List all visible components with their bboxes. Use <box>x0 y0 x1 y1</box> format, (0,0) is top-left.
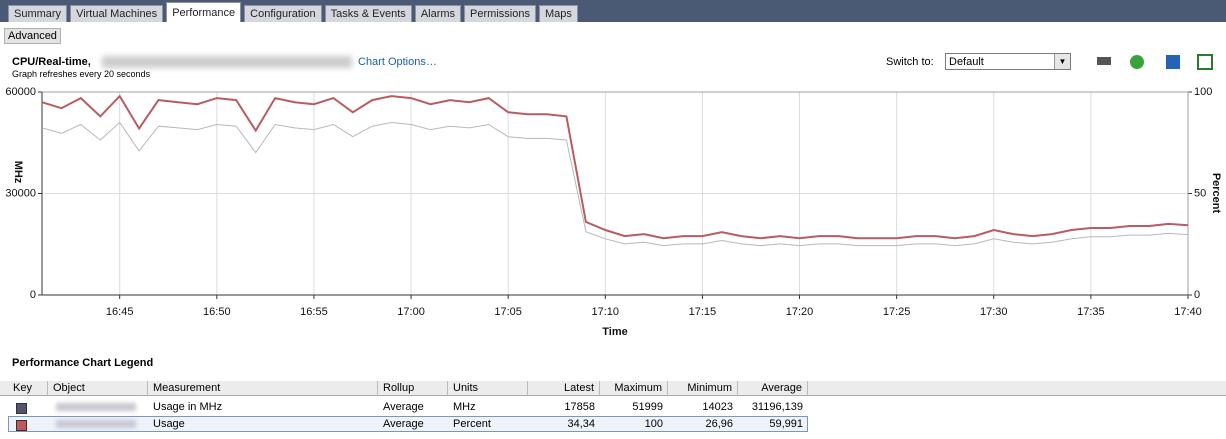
y-tick-label: 30000 <box>5 187 36 199</box>
table-cell: Average <box>383 418 424 430</box>
x-axis-label: Time <box>602 326 627 338</box>
column-header[interactable]: Object <box>48 381 148 396</box>
tab[interactable]: Permissions <box>464 5 536 22</box>
x-tick-label: 16:50 <box>203 306 231 318</box>
x-tick-label: 16:45 <box>106 306 134 318</box>
tab[interactable]: Performance <box>166 2 242 22</box>
table-cell: 100 <box>644 418 663 430</box>
key-swatch <box>16 420 27 431</box>
key-swatch <box>16 403 27 414</box>
legend-title: Performance Chart Legend <box>12 357 154 369</box>
dropdown-arrow: ▼ <box>1054 54 1070 69</box>
y2-tick-label: 100 <box>1194 86 1212 98</box>
refresh-note: Graph refreshes every 20 seconds <box>12 69 151 79</box>
y2-axis-label: Percent <box>1210 173 1222 214</box>
blurred-object <box>56 403 136 411</box>
table-cell: MHz <box>453 401 476 413</box>
toolbar-icons <box>1097 54 1213 70</box>
table-cell: 14023 <box>702 401 733 413</box>
y-tick-label: 0 <box>30 289 36 301</box>
chart: 0 30000 60000 0 50 100 16:45 16:50 16:55 17:00 17:… <box>5 86 1222 338</box>
table-cell: 31196,139 <box>751 401 803 413</box>
chart-options-link[interactable]: Chart Options… <box>358 56 437 68</box>
tab[interactable]: Configuration <box>244 5 322 22</box>
table-cell: 26,96 <box>705 418 733 430</box>
y-axis-label: MHz <box>12 161 24 184</box>
column-header[interactable]: Maximum <box>600 381 668 396</box>
table-cell: 17858 <box>564 401 595 413</box>
column-header[interactable]: Measurement <box>148 381 378 396</box>
tab[interactable]: Maps <box>538 5 578 22</box>
tab[interactable]: Alarms <box>414 5 462 22</box>
refresh-icon[interactable] <box>1130 55 1144 69</box>
x-tick-label: 17:00 <box>397 306 425 318</box>
selected-row[interactable] <box>8 416 808 432</box>
table-cell: 34,34 <box>567 418 595 430</box>
advanced-button[interactable]: Advanced <box>4 28 61 44</box>
switch-value: Default <box>949 56 984 68</box>
print-icon[interactable] <box>1097 57 1111 65</box>
series-line <box>41 94 1189 240</box>
tab-bar: Summary Virtual Machines Performance Config… <box>0 0 1226 22</box>
column-header[interactable]: Average <box>738 381 808 396</box>
x-tick-label: 17:25 <box>883 306 911 318</box>
table-cell: 59,991 <box>769 418 803 430</box>
column-header[interactable]: Rollup <box>378 381 448 396</box>
table-cell: Average <box>383 401 424 413</box>
column-header[interactable]: Latest <box>528 381 600 396</box>
series-line <box>41 121 1189 247</box>
x-tick-label: 17:40 <box>1174 306 1202 318</box>
x-tick-label: 17:20 <box>786 306 814 318</box>
switch-select[interactable]: Default ▼ <box>945 53 1071 70</box>
x-tick-label: 17:05 <box>494 306 522 318</box>
chart-header-title: CPU/Real-time, <box>12 56 91 68</box>
blurred-object <box>56 420 136 428</box>
y-tick-label: 60000 <box>5 86 36 98</box>
tab[interactable]: Virtual Machines <box>70 5 164 22</box>
x-tick-label: 17:10 <box>592 306 620 318</box>
column-header[interactable]: Units <box>448 381 528 396</box>
x-tick-label: 16:55 <box>300 306 328 318</box>
column-header[interactable]: Key <box>8 381 48 396</box>
x-tick-label: 17:30 <box>980 306 1008 318</box>
x-tick-label: 17:35 <box>1077 306 1105 318</box>
table-cell: 51999 <box>632 401 663 413</box>
export-icon[interactable] <box>1197 54 1213 70</box>
tab[interactable]: Tasks & Events <box>324 5 412 22</box>
table-cell: Usage <box>153 418 185 430</box>
switch-label: Switch to: <box>886 56 934 68</box>
y2-tick-label: 0 <box>1194 289 1200 301</box>
blurred-date <box>102 56 352 68</box>
table-cell: Usage in MHz <box>153 401 223 413</box>
x-tick-label: 17:15 <box>689 306 717 318</box>
save-icon[interactable] <box>1166 55 1180 69</box>
column-header[interactable]: Minimum <box>668 381 738 396</box>
y2-tick-label: 50 <box>1194 187 1206 199</box>
tab[interactable]: Summary <box>8 5 68 22</box>
table-cell: Percent <box>453 418 491 430</box>
